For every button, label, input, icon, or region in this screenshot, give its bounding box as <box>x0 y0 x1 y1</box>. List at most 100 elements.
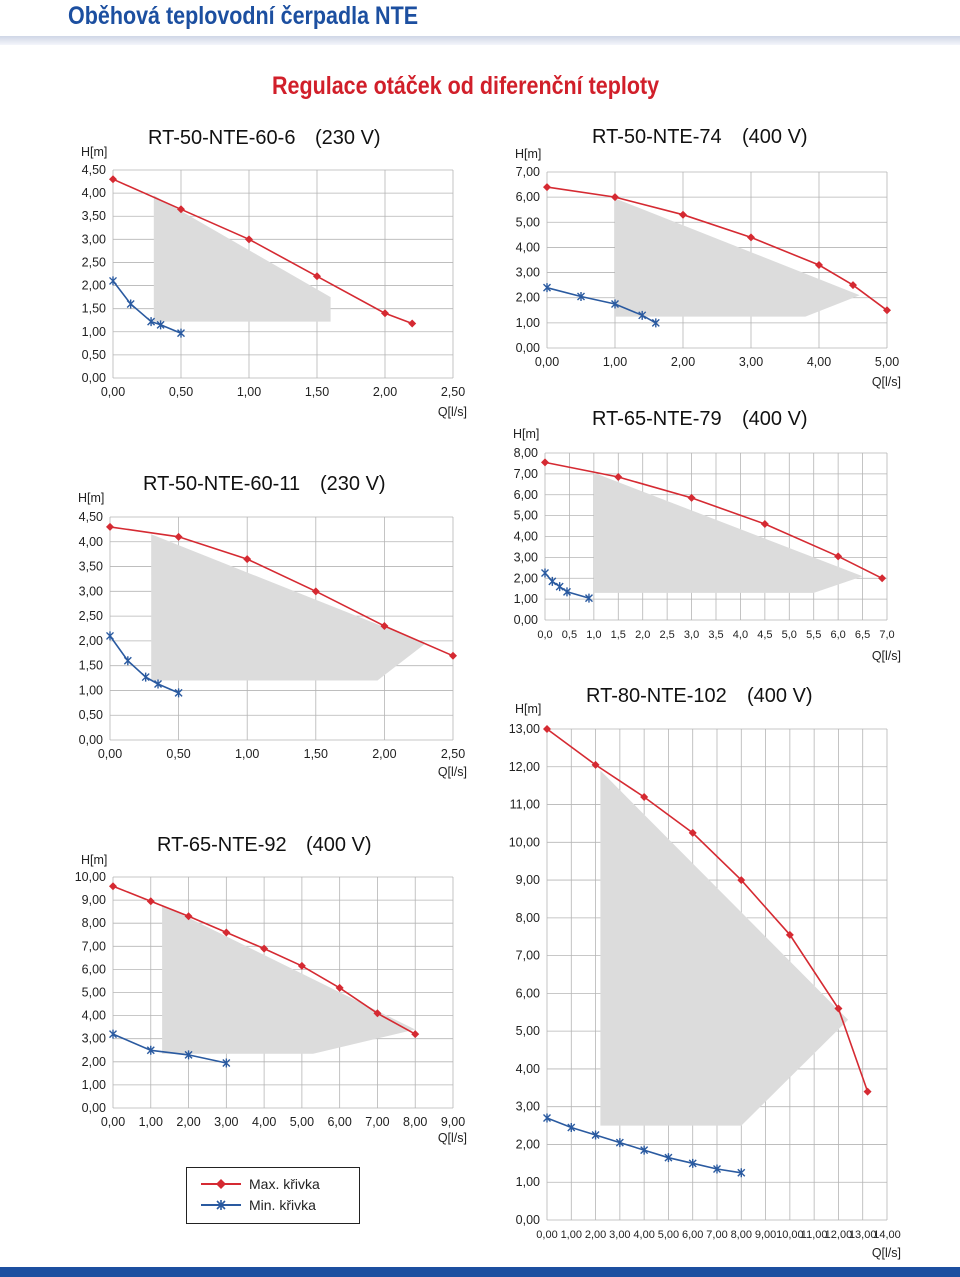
max-curve-point <box>834 552 843 561</box>
operating-area <box>615 198 860 317</box>
operating-area <box>151 534 426 681</box>
x-tick-label: 12,00 <box>825 1229 853 1241</box>
x-axis-label: Q[l/s] <box>872 375 901 389</box>
y-tick-label: 2,00 <box>516 291 540 305</box>
min-curve-point <box>664 1153 673 1163</box>
y-tick-label: 10,00 <box>509 835 540 849</box>
min-curve-point <box>713 1164 721 1174</box>
chart-title: RT-80-NTE-102 <box>586 685 727 707</box>
min-curve-point <box>615 1138 624 1148</box>
header-band <box>0 36 960 45</box>
max-curve-point <box>883 306 891 315</box>
y-tick-label: 11,00 <box>510 798 540 812</box>
chart-voltage: (230 V) <box>320 473 386 495</box>
y-tick-label: 4,50 <box>82 163 106 177</box>
max-curve-point <box>243 555 252 564</box>
min-curve-point <box>177 328 185 338</box>
operating-area <box>593 472 863 593</box>
legend-max-label: Max. křivka <box>249 1176 320 1192</box>
max-curve-point <box>760 519 769 528</box>
max-curve-point <box>449 651 457 660</box>
y-tick-label: 9,00 <box>82 893 106 907</box>
y-tick-label: 2,50 <box>82 255 106 269</box>
x-tick-label: 13,00 <box>849 1229 877 1241</box>
x-tick-label: 0,00 <box>101 385 125 399</box>
y-tick-label: 1,00 <box>516 1175 540 1189</box>
min-curve-point <box>651 318 660 328</box>
max-curve-point <box>381 309 389 318</box>
max-curve-point <box>297 961 306 970</box>
max-curve-point <box>177 205 185 214</box>
max-curve-line <box>112 178 413 325</box>
max-curve-point <box>245 235 253 244</box>
min-curve-point <box>109 276 117 286</box>
x-tick-label: 9,00 <box>755 1229 776 1241</box>
legend-item-min: Min. křivka <box>199 1195 316 1215</box>
max-curve-point <box>408 319 417 328</box>
y-tick-label: 1,00 <box>514 592 538 606</box>
min-curve-point <box>174 688 183 698</box>
max-curve-point <box>591 760 600 769</box>
y-tick-label: 3,00 <box>514 550 538 564</box>
x-tick-label: 2,00 <box>373 385 397 399</box>
operating-area <box>153 195 331 322</box>
y-tick-label: 1,00 <box>516 316 540 330</box>
x-tick-label: 4,5 <box>757 629 772 641</box>
min-curve-point <box>638 310 647 320</box>
chart-voltage: (400 V) <box>306 834 372 856</box>
y-tick-label: 1,00 <box>82 325 106 339</box>
min-curve-point <box>688 1158 697 1168</box>
y-tick-label: 5,00 <box>514 509 538 523</box>
min-curve-point <box>123 656 132 666</box>
y-tick-label: 7,00 <box>82 939 106 953</box>
min-curve-swatch-icon <box>201 1200 241 1210</box>
y-tick-label: 9,00 <box>516 873 540 887</box>
chart-title: RT-65-NTE-92 <box>157 834 287 856</box>
x-tick-label: 1,50 <box>304 747 328 761</box>
max-curve-point <box>313 272 321 281</box>
y-tick-label: 7,00 <box>516 165 540 179</box>
max-curve-point <box>849 281 857 290</box>
x-tick-label: 7,00 <box>706 1229 727 1241</box>
x-tick-label: 5,0 <box>782 629 797 641</box>
x-axis-label: Q[l/s] <box>438 1131 467 1145</box>
max-curve-point <box>109 175 117 184</box>
y-tick-label: 4,00 <box>516 240 540 254</box>
x-tick-label: 9,00 <box>441 1115 465 1129</box>
x-tick-label: 0,00 <box>535 355 559 369</box>
min-curve-point <box>567 1122 576 1132</box>
x-tick-label: 2,5 <box>659 629 674 641</box>
max-curve-point <box>640 792 649 801</box>
x-tick-label: 2,0 <box>635 629 650 641</box>
x-tick-label: 1,0 <box>586 629 601 641</box>
max-curve-point <box>411 1030 420 1039</box>
y-tick-label: 2,00 <box>516 1137 540 1151</box>
y-tick-label: 2,50 <box>79 609 103 623</box>
page-title: Oběhová teplovodní čerpadla NTE <box>68 2 419 30</box>
legend-min-label: Min. křivka <box>249 1197 316 1213</box>
y-tick-label: 0,50 <box>79 708 103 722</box>
y-tick-label: 10,00 <box>75 870 106 884</box>
y-tick-label: 0,00 <box>79 733 103 747</box>
x-tick-label: 2,50 <box>441 385 465 399</box>
x-tick-label: 0,00 <box>98 747 122 761</box>
min-curve-point <box>106 631 114 641</box>
x-tick-label: 0,5 <box>562 629 577 641</box>
y-tick-label: 2,00 <box>514 571 538 585</box>
x-tick-label: 0,0 <box>537 629 552 641</box>
x-tick-label: 6,5 <box>855 629 870 641</box>
y-tick-label: 3,50 <box>82 209 106 223</box>
max-curve-point <box>688 828 697 837</box>
chart-title: RT-65-NTE-79 <box>592 408 722 430</box>
y-tick-label: 5,00 <box>516 1024 540 1038</box>
y-tick-label: 0,50 <box>82 348 106 362</box>
y-axis-label: H[m] <box>81 145 107 159</box>
x-axis-label: Q[l/s] <box>872 1246 901 1260</box>
min-curve-point <box>146 1045 155 1055</box>
legend-item-max: Max. křivka <box>199 1174 320 1194</box>
max-curve-point <box>737 876 746 885</box>
max-curve-point <box>878 574 887 583</box>
max-curve-point <box>311 587 320 596</box>
